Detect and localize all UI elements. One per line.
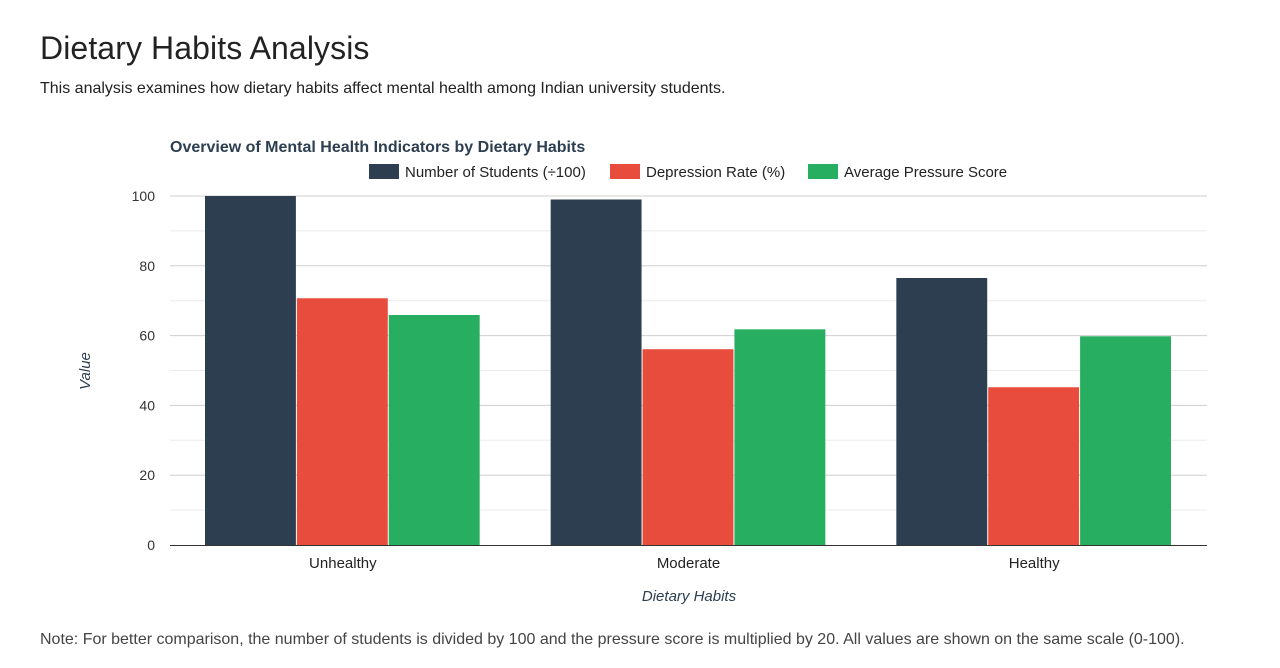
x-category-label: Healthy [1009,555,1060,572]
y-tick-label: 60 [139,328,155,344]
chart-legend[interactable]: Number of Students (÷100) Depression Rate… [369,164,1007,181]
legend-swatch [369,164,399,179]
legend-item[interactable]: Average Pressure Score [808,164,1007,181]
legend-item[interactable]: Number of Students (÷100) [369,164,586,181]
bars [205,196,1171,546]
bar-moderate-series-2[interactable] [642,349,734,545]
bar-unhealthy-series-1[interactable] [205,196,296,545]
bar-healthy-series-1[interactable] [896,278,988,545]
y-tick-label: 20 [139,467,155,483]
page-title: Dietary Habits Analysis [40,30,370,66]
x-axis-title: Dietary Habits [642,588,737,605]
legend-label: Number of Students (÷100) [405,164,586,181]
y-tick-label: 100 [132,188,156,204]
legend-item[interactable]: Depression Rate (%) [610,164,785,181]
y-tick-label: 0 [147,537,155,553]
legend-label: Average Pressure Score [844,164,1007,181]
x-category-label: Moderate [657,555,720,572]
bar-healthy-series-2[interactable] [988,387,1080,545]
bar-healthy-series-3[interactable] [1080,336,1171,545]
footnote: Note: For better comparison, the number … [40,631,1185,648]
y-axis-title: Value [77,352,94,390]
legend-swatch [610,164,640,179]
bar-chart: Overview of Mental Health Indicators by … [77,139,1207,605]
y-axis-ticks: 0 20 40 60 80 100 [132,188,156,553]
chart-title: Overview of Mental Health Indicators by … [170,139,585,156]
y-tick-label: 80 [139,258,155,274]
y-tick-label: 40 [139,397,155,413]
bar-unhealthy-series-2[interactable] [296,298,388,545]
x-category-label: Unhealthy [309,555,377,572]
legend-label: Depression Rate (%) [646,164,785,181]
bar-moderate-series-1[interactable] [550,199,642,546]
legend-swatch [808,164,838,179]
intro-text: This analysis examines how dietary habit… [40,80,726,97]
bar-unhealthy-series-3[interactable] [388,315,480,545]
x-axis-categories: Unhealthy Moderate Healthy [309,555,1060,572]
bar-moderate-series-3[interactable] [734,329,826,545]
